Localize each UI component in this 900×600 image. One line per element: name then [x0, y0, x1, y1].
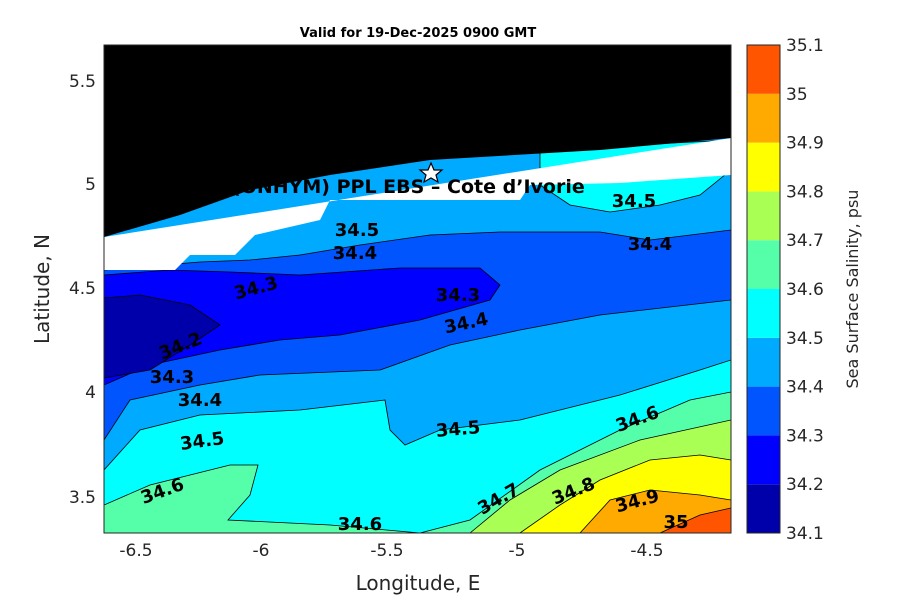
contour-label: 34.6	[338, 514, 382, 535]
colorbar-tick-label: 34.3	[786, 426, 824, 446]
colorbar-tick-label: 34.8	[786, 182, 824, 202]
land-mask	[104, 45, 731, 237]
colorbar-swatch	[747, 191, 780, 241]
site-annotation: (ONHYM) PPL EBS – Cote d’Ivorie	[232, 176, 585, 198]
contour-label: 34.4	[178, 390, 222, 411]
band-34.6-west	[104, 464, 421, 533]
contour-label: 35	[663, 512, 688, 533]
colorbar-swatch	[747, 240, 780, 289]
colorbar-frame	[746, 44, 781, 534]
colorbar-swatch	[747, 337, 780, 387]
colorbar-tick-label: 35.1	[786, 36, 824, 56]
band-34.2	[104, 267, 501, 386]
y-tick-label: 4.5	[69, 279, 96, 299]
y-axis: 5.5 5 4.5 4 3.5 Latitude, N	[30, 72, 96, 508]
y-tick-label: 3.5	[69, 488, 96, 508]
colorbar-tick-label: 34.6	[786, 280, 824, 300]
colorbar-tick-label: 34.1	[786, 524, 824, 544]
colorbar-tick-label: 34.4	[786, 378, 824, 398]
colorbar-tick-label: 34.7	[786, 231, 824, 251]
colorbar-swatch	[747, 386, 780, 436]
chart-title: Valid for 19-Dec-2025 0900 GMT	[300, 26, 537, 41]
colorbar-swatch	[747, 289, 780, 338]
contour-label: 34.5	[612, 191, 656, 212]
x-tick-label: -5	[509, 541, 526, 561]
x-tick-label: -6.5	[119, 541, 152, 561]
colorbar-tick-label: 34.5	[786, 329, 824, 349]
contour-label: 34.4	[628, 234, 672, 255]
y-tick-label: 5	[85, 175, 96, 195]
y-axis-label: Latitude, N	[30, 234, 54, 344]
x-tick-label: -6	[253, 541, 270, 561]
band-35.0	[659, 507, 731, 533]
contour-label: 34.5	[435, 417, 481, 442]
x-tick-label: -5.5	[370, 541, 403, 561]
plot-frame	[103, 44, 732, 534]
colorbar-tick-label: 34.9	[786, 134, 824, 154]
colorbar-tick-label: 35	[786, 85, 808, 105]
contour-label: 34.3	[150, 367, 194, 388]
no-data-area	[104, 138, 731, 270]
colorbar-swatch	[747, 93, 780, 143]
contour-label: 34.4	[333, 243, 377, 264]
colorbar-swatch	[747, 142, 780, 192]
colorbar-swatch	[747, 45, 780, 94]
y-tick-label: 5.5	[69, 72, 96, 92]
contour-label: 34.5	[335, 220, 379, 241]
band-34.1	[104, 294, 221, 379]
colorbar-swatch	[747, 435, 780, 485]
colorbar: 35.1 35 34.9 34.8 34.7 34.6 34.5 34.4 34.3 34.2 34…	[746, 36, 824, 544]
contour-label: 34.3	[436, 285, 480, 306]
y-tick-label: 4	[85, 383, 96, 403]
x-axis-label: Longitude, E	[356, 571, 481, 595]
site-star-icon	[418, 161, 444, 184]
colorbar-tick-label: 34.2	[786, 475, 824, 495]
colorbar-label: Sea Surface Salinity, psu	[843, 190, 862, 389]
x-tick-label: -4.5	[630, 541, 663, 561]
contour-field: (ONHYM) PPL EBS – Cote d’Ivorie	[104, 45, 731, 533]
x-axis: -6.5 -6 -5.5 -5 -4.5 Longitude, E	[119, 541, 663, 595]
colorbar-swatch	[747, 484, 780, 533]
